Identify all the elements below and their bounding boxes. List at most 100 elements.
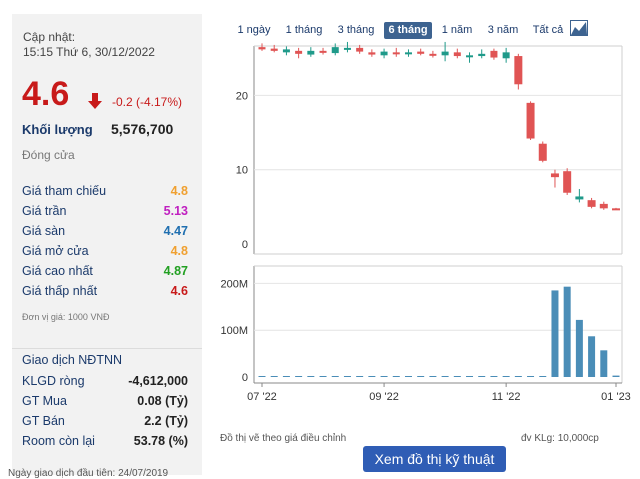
candle-body <box>563 171 572 193</box>
volume-y-tick-label: 200M <box>220 278 248 290</box>
volume-bar <box>575 319 583 377</box>
volume-bar <box>563 286 571 377</box>
volume-bar <box>392 376 400 377</box>
candle-body <box>380 51 388 56</box>
area-chart-icon[interactable] <box>570 20 588 36</box>
candle-body <box>343 47 351 50</box>
price-down-arrow-icon <box>88 93 102 109</box>
price-row-value: 4.87 <box>163 264 188 278</box>
current-price: 4.6 <box>22 75 70 113</box>
volume-bar <box>295 376 303 377</box>
price-unit-note: Đơn vị giá: 1000 VNĐ <box>22 312 110 322</box>
volume-bar <box>368 376 376 377</box>
price-row-label: Giá mở cửa <box>22 244 89 258</box>
volume-bar <box>490 376 498 377</box>
candle-body <box>392 52 400 55</box>
tab-1-month[interactable]: 1 tháng <box>285 24 323 36</box>
foreign-row-label: Room còn lại <box>22 434 95 448</box>
foreign-row: GT Bán 2.2 (Tỷ) <box>22 414 188 432</box>
tab-all[interactable]: Tất cả <box>532 24 564 36</box>
candle-body <box>587 200 596 207</box>
volume-bar <box>612 375 620 377</box>
price-row-label: Giá sàn <box>22 224 66 238</box>
volume-bar <box>600 350 608 377</box>
volume-value: 5,576,700 <box>111 121 174 137</box>
volume-bar <box>527 376 535 377</box>
volume-bar <box>429 376 437 377</box>
foreign-row-value: 2.2 (Tỷ) <box>144 414 188 428</box>
adjusted-price-note: Đồ thị vẽ theo giá điều chỉnh <box>220 433 347 444</box>
candle-body <box>307 50 315 55</box>
foreign-row-label: GT Mua <box>22 394 67 408</box>
volume-chart-frame <box>253 265 623 384</box>
volume-bar <box>307 376 315 377</box>
volume-bar <box>380 376 388 377</box>
price-y-tick-label: 0 <box>242 239 248 251</box>
candle-body <box>599 203 608 209</box>
foreign-row-value: 0.08 (Tỷ) <box>137 394 188 408</box>
candle-body <box>526 102 535 139</box>
volume-bar <box>417 376 425 377</box>
candle-body <box>453 52 461 57</box>
stock-info-panel: Cập nhật: 15:15 Thứ 6, 30/12/2022 4.6 -0… <box>12 14 202 475</box>
foreign-row-value: -4,612,000 <box>128 374 188 388</box>
volume-bar <box>356 376 364 377</box>
price-row-label: Giá cao nhất <box>22 264 93 278</box>
price-row-value: 4.8 <box>170 244 188 258</box>
candle-body <box>612 208 620 211</box>
volume-unit-note: đv KLg: 10,000cp <box>521 433 599 444</box>
updated-time: 15:15 Thứ 6, 30/12/2022 <box>23 45 155 59</box>
price-row: Giá cao nhất 4.87 <box>22 264 188 282</box>
price-row: Giá tham chiếu 4.8 <box>22 184 188 202</box>
x-tick-label: 01 '23 <box>601 391 631 403</box>
candle-body <box>429 53 437 56</box>
candle-body <box>441 51 449 56</box>
tab-1-year[interactable]: 1 năm <box>441 24 473 36</box>
price-row: Giá mở cửa 4.8 <box>22 244 188 262</box>
volume-bar <box>404 376 412 377</box>
market-status: Đóng cửa <box>22 148 75 162</box>
volume-bar <box>331 376 339 377</box>
candle-body <box>404 52 412 55</box>
volume-bar <box>514 376 522 377</box>
foreign-row: KLGD ròng -4,612,000 <box>22 374 188 392</box>
volume-bar <box>466 376 474 377</box>
price-chart-frame <box>253 45 623 255</box>
foreign-row-value: 53.78 (%) <box>133 434 188 448</box>
price-row-value: 4.47 <box>163 224 188 238</box>
price-row-label: Giá trần <box>22 204 67 218</box>
tab-1-day[interactable]: 1 ngày <box>237 24 271 36</box>
candle-body <box>490 50 498 58</box>
tab-3-months[interactable]: 3 tháng <box>337 24 375 36</box>
candle-body <box>368 52 376 55</box>
price-row: Giá thấp nhất 4.6 <box>22 284 188 302</box>
tab-3-years[interactable]: 3 năm <box>487 24 519 36</box>
candle-body <box>331 47 339 54</box>
price-change: -0.2 (-4.17%) <box>112 95 183 109</box>
volume-bar <box>551 290 559 377</box>
volume-bar <box>343 376 351 377</box>
candle-body <box>319 50 327 53</box>
candle-body <box>538 143 547 161</box>
volume-bar <box>453 376 461 377</box>
candle-body <box>417 51 425 54</box>
volume-bar <box>282 376 290 377</box>
first-trading-date-note: Ngày giao dịch đầu tiên: 24/07/2019 <box>8 468 169 479</box>
x-tick-label: 07 '22 <box>247 391 277 403</box>
price-row-label: Giá thấp nhất <box>22 284 98 298</box>
candle-body <box>466 55 474 58</box>
price-row-value: 5.13 <box>163 204 188 218</box>
candle-body <box>575 196 584 200</box>
price-y-tick-label: 10 <box>236 165 248 177</box>
candle-body <box>270 48 278 51</box>
technical-chart-button[interactable]: Xem đồ thị kỹ thuật <box>363 446 506 472</box>
price-y-tick-label: 20 <box>236 90 248 102</box>
price-row: Giá trần 5.13 <box>22 204 188 222</box>
price-row-label: Giá tham chiếu <box>22 184 107 198</box>
candle-body <box>295 50 303 54</box>
price-row: Giá sàn 4.47 <box>22 224 188 242</box>
volume-bar <box>539 376 547 377</box>
tab-6-months[interactable]: 6 tháng <box>384 22 432 39</box>
volume-bar <box>258 376 266 377</box>
